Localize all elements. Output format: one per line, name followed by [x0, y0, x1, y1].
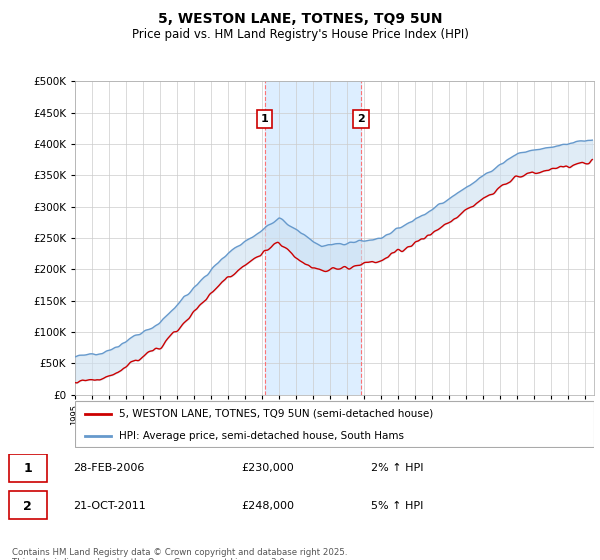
Text: Price paid vs. HM Land Registry's House Price Index (HPI): Price paid vs. HM Land Registry's House … — [131, 28, 469, 41]
FancyBboxPatch shape — [75, 402, 594, 447]
Text: 2% ↑ HPI: 2% ↑ HPI — [371, 463, 423, 473]
Text: 5% ↑ HPI: 5% ↑ HPI — [371, 501, 423, 511]
Text: 1: 1 — [261, 114, 269, 124]
FancyBboxPatch shape — [9, 491, 47, 520]
Text: 21-OCT-2011: 21-OCT-2011 — [74, 501, 146, 511]
Text: Contains HM Land Registry data © Crown copyright and database right 2025.
This d: Contains HM Land Registry data © Crown c… — [12, 548, 347, 560]
Text: £248,000: £248,000 — [241, 501, 294, 511]
Text: 5, WESTON LANE, TOTNES, TQ9 5UN: 5, WESTON LANE, TOTNES, TQ9 5UN — [158, 12, 442, 26]
Bar — [265, 81, 361, 395]
Text: 1: 1 — [23, 462, 32, 475]
Text: £230,000: £230,000 — [241, 463, 294, 473]
Text: 28-FEB-2006: 28-FEB-2006 — [74, 463, 145, 473]
Text: 2: 2 — [357, 114, 365, 124]
Text: 2: 2 — [23, 500, 32, 512]
Text: HPI: Average price, semi-detached house, South Hams: HPI: Average price, semi-detached house,… — [119, 431, 404, 441]
Text: 5, WESTON LANE, TOTNES, TQ9 5UN (semi-detached house): 5, WESTON LANE, TOTNES, TQ9 5UN (semi-de… — [119, 409, 433, 419]
FancyBboxPatch shape — [9, 454, 47, 482]
